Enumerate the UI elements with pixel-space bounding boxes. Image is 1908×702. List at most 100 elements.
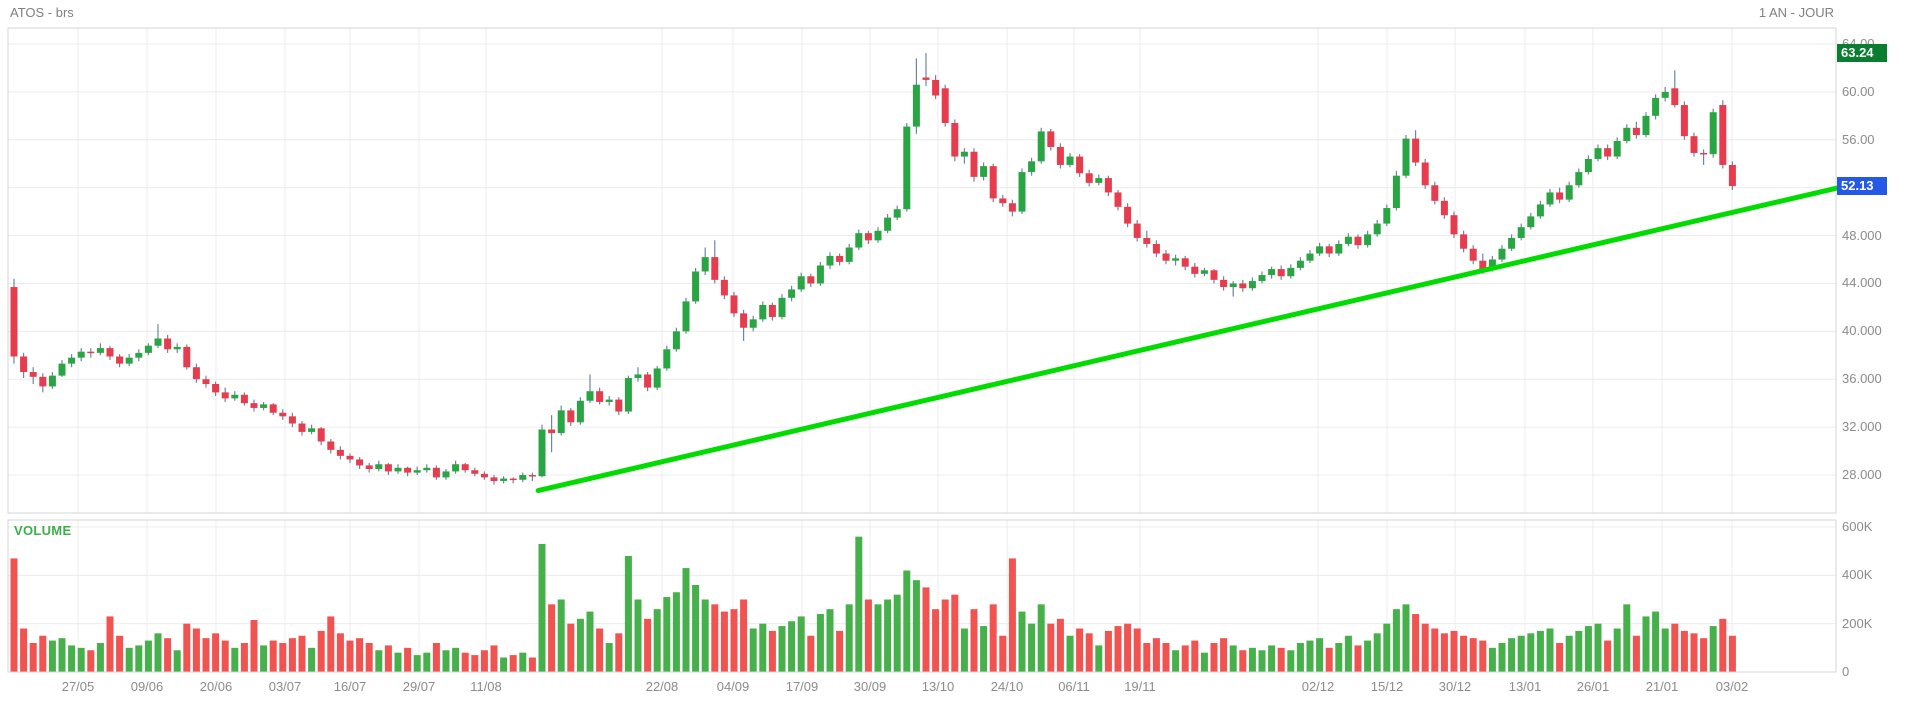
candle-body [1565,185,1573,200]
volume-bar [125,647,133,672]
volume-bar [1488,647,1496,672]
candle-body [327,441,335,450]
candle-body [1162,253,1170,261]
date-tick-label: 13/01 [1508,679,1542,694]
candle-body [903,126,911,210]
candle-body [653,368,661,388]
candle-body [260,404,268,408]
volume-bar [1604,640,1612,672]
volume-bar [653,609,661,672]
candle-body [317,428,325,442]
candle-body [548,429,556,434]
candle-body [269,404,277,413]
candle-body [279,412,287,417]
candle-body [471,470,479,474]
volume-bar [1133,628,1141,672]
volume-bar [663,597,671,672]
volume-tick-label: 600K [1842,519,1873,534]
volume-bar [1642,616,1650,672]
volume-bar [1373,633,1381,672]
timeframe-label: 1 AN - JOUR [1758,5,1834,20]
candle-body [720,279,728,296]
candle-body [1306,253,1314,261]
candle-body [29,372,37,377]
volume-bar [1325,647,1333,672]
volume-bar [980,626,988,672]
price-tick-label: 44.000 [1842,275,1882,291]
volume-bar [77,647,85,672]
candle-body [778,297,786,317]
volume-bar [1296,643,1304,672]
volume-bar [816,614,824,672]
candle-body [1172,258,1180,261]
volume-bar [730,609,738,672]
candle-body [951,123,959,157]
candle-body [1056,146,1064,165]
candle-body [1719,105,1727,165]
volume-bar [1383,623,1391,672]
period-high-badge: 63.24 [1837,44,1887,63]
volume-bar [1613,628,1621,672]
date-tick-label: 15/12 [1370,679,1404,694]
candle-body [692,271,700,302]
candle-body [941,88,949,124]
volume-bar [1229,645,1237,672]
candle-body [538,429,546,477]
volume-bar [960,628,968,672]
candle-body [1642,115,1650,135]
volume-bar [567,623,575,672]
volume-bar [1268,645,1276,672]
candle-body [144,345,152,353]
volume-bar [1172,650,1180,672]
candle-body [288,416,296,424]
candle-body [58,363,66,376]
candle-body [183,346,191,368]
volume-bar [596,628,604,672]
candle-body [980,166,988,177]
volume-bar [788,621,796,672]
candle-body [1469,248,1477,261]
volume-bar [1546,628,1554,672]
candle-body [749,319,757,328]
candle-body [1488,259,1496,270]
volume-bar [538,543,546,672]
candle-body [1527,216,1535,228]
candle-body [1632,127,1640,135]
candle-body [1354,236,1362,246]
candle-body [432,467,440,478]
volume-bar [692,585,700,672]
volume-bar [1104,630,1112,672]
candle-body [970,151,978,177]
candle-body [39,376,47,387]
volume-bar [1287,650,1295,672]
candle-body [932,79,940,96]
volume-bar [605,643,613,672]
volume-bar [1431,628,1439,672]
volume-bar [1124,623,1132,672]
volume-bar [548,604,556,672]
candle-body [1440,200,1448,216]
volume-bar [768,630,776,672]
candle-body [20,356,28,373]
volume-bar [1392,609,1400,672]
volume-bar [557,599,565,672]
candle-body [509,478,517,481]
volume-bar [864,599,872,672]
volume-bar [1018,611,1026,672]
volume-bar [1239,650,1247,672]
volume-bar [68,645,76,672]
candle-body [730,295,738,314]
candle-body [701,257,709,272]
candle-body [116,356,124,364]
volume-bar [1095,645,1103,672]
price-tick-label: 40.000 [1842,323,1882,339]
volume-tick-label: 0 [1842,664,1850,679]
volume-bar [1143,643,1151,672]
volume-bar [826,609,834,672]
volume-bar [490,645,498,672]
volume-panel-border [7,519,1837,673]
volume-bar [1517,635,1525,672]
volume-bar [749,628,757,672]
volume-bar [1661,628,1669,672]
